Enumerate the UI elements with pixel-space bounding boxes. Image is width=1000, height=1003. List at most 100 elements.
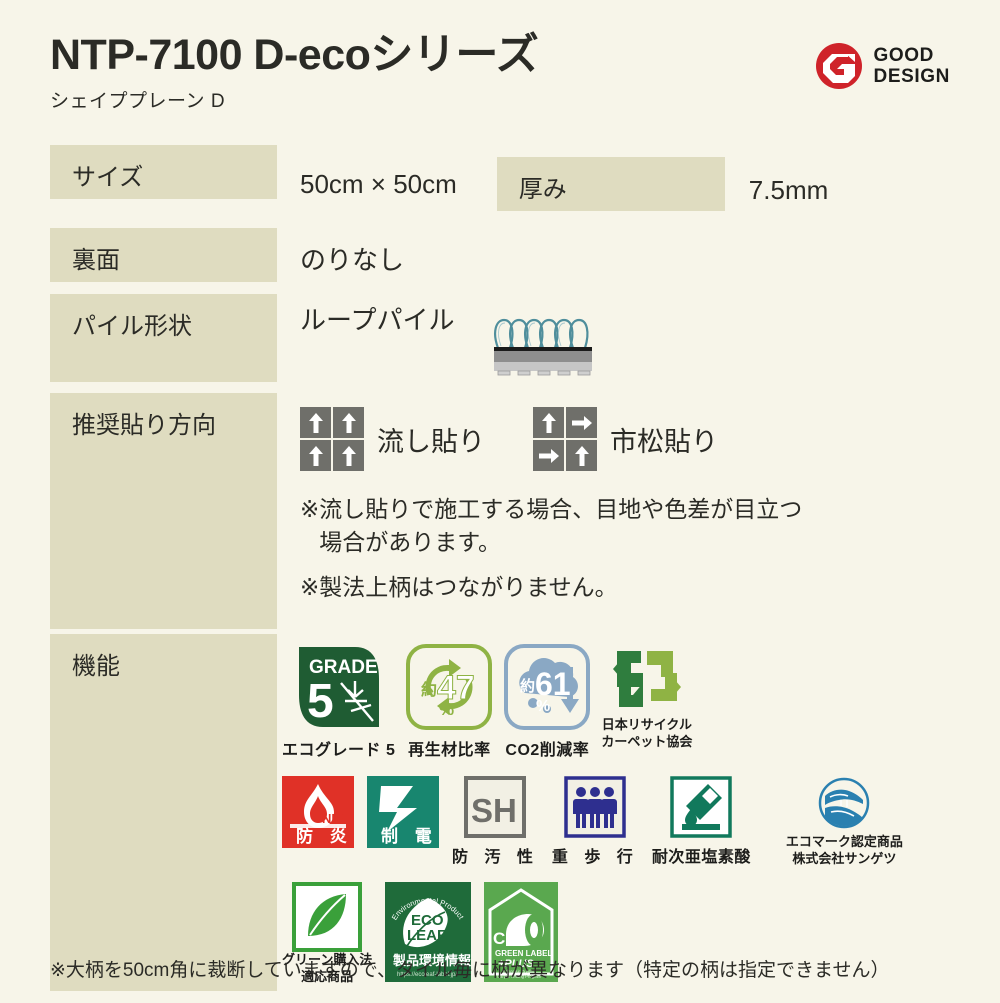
function-caption-heavy-traffic: 重 歩 行 <box>551 849 639 866</box>
arrow-up-icon <box>574 445 589 466</box>
direction-notes: ※ 流し貼りで施工する場合、目地や色差が目立つ 場合があります。 ※ 製法上柄は… <box>300 493 950 604</box>
flame-retardant-nif-icon: NIF 防 炎 <box>282 776 354 848</box>
tile-arrow-up <box>300 440 331 471</box>
spec-label-backing: 裏面 <box>50 228 277 282</box>
function-badges-row-1: GRADE 5 エコグレード 5 <box>282 643 950 760</box>
eco-mark-icon <box>819 777 870 829</box>
function-stain-resistant: SH 防 汚 性 <box>452 776 539 867</box>
function-eco-mark: エコマーク認定商品 株式会社サンゲツ <box>786 776 903 868</box>
good-design-text: GOOD DESIGN <box>874 45 950 88</box>
note-text: 流し貼りで施工する場合、目地や色差が目立つ 場合があります。 <box>319 496 803 555</box>
note-text: 製法上柄はつながりません。 <box>319 574 618 601</box>
eco-leaf-icon: Environmental Product Declaration ECO LE… <box>385 881 472 982</box>
table-row-size: サイズ 50cm × 50cm 厚み 7.5mm <box>50 145 950 223</box>
spec-value-direction: 流し貼り <box>277 393 950 629</box>
good-design-line2: DESIGN <box>873 66 950 87</box>
function-eco-grade: GRADE 5 エコグレード 5 <box>282 643 395 760</box>
green-purchasing-leaf-icon <box>292 881 363 952</box>
eco-grade-leaf-icon: GRADE 5 <box>298 647 379 728</box>
loop-pile-cross-section-icon <box>494 318 593 376</box>
spec-value-thickness: 7.5mm <box>748 174 829 205</box>
page-title: NTP-7100 D-ecoシリーズ <box>50 31 539 79</box>
spec-value-pile: ループパイル <box>300 305 455 335</box>
function-badges-row-2: NIF 防 炎 NIF 制 電 <box>282 776 950 868</box>
direction-name-ichimatsu: 市松貼り <box>610 426 718 457</box>
antistatic-caption-inner: 制 電 <box>381 826 438 846</box>
arrow-right-icon <box>571 415 592 430</box>
spec-value-size-wrap: 50cm × 50cm 厚み 7.5mm <box>277 145 950 223</box>
arrow-up-icon <box>308 412 323 433</box>
heavy-traffic-icon <box>564 776 627 838</box>
function-antistatic: NIF 制 電 <box>367 776 439 848</box>
flame-nif-mark: NIF <box>322 811 343 826</box>
direction-pattern-ichimatsu: 市松貼り <box>533 407 718 471</box>
tile-arrow-up <box>333 440 364 471</box>
table-row-direction: 推奨貼り方向 <box>50 393 950 629</box>
antistatic-nif-mark: NIF <box>407 814 428 829</box>
tile-arrow-up <box>300 407 331 438</box>
function-caption-co2-reduction: CO2削減率 <box>505 742 590 759</box>
page-header: NTP-7100 D-ecoシリーズ シェイププレーン D GOOD DESIG… <box>50 34 950 134</box>
function-caption-eco-mark: エコマーク認定商品 株式会社サンゲツ <box>785 834 903 866</box>
direction-pattern-nagashi: 流し貼り <box>300 407 485 471</box>
function-caption-stain-resistant: 防 汚 性 <box>452 849 539 866</box>
eco-leaf-jp: 製品環境情報 <box>392 953 471 969</box>
note-mark: ※ <box>300 574 320 601</box>
cri-sub2: Carpet Testing Program <box>497 974 542 979</box>
tile-grid-nagashi <box>300 407 364 471</box>
tile-arrow-up <box>333 407 364 438</box>
arrow-up-icon <box>541 412 556 433</box>
tile-arrow-up <box>566 440 597 471</box>
eco-grade-number: 5 <box>307 675 334 728</box>
sh-mark: SH <box>471 792 517 829</box>
function-heavy-traffic: 重 歩 行 <box>552 776 639 867</box>
table-row-backing: 裏面 のりなし <box>50 228 950 289</box>
function-green-purchasing: グリーン購入法 適応商品 <box>282 881 372 986</box>
function-recycled-ratio: 約 47 % 再生材比率 <box>405 643 493 760</box>
co2-number: 61 <box>535 666 571 702</box>
function-caption-recycle-association: 日本リサイクル カーペット協会 <box>601 717 693 749</box>
function-caption-hypochlorous: 耐次亜塩素酸 <box>651 849 751 866</box>
tile-arrow-right <box>566 407 597 438</box>
eco-leaf-line1: ECO <box>411 912 444 929</box>
tile-grid-ichimatsu <box>533 407 597 471</box>
function-caption-recycled-ratio: 再生材比率 <box>408 742 491 759</box>
function-co2-reduction: 約 61 % CO2削減率 <box>503 643 591 760</box>
note-item: ※ 製法上柄はつながりません。 <box>300 571 950 604</box>
spec-table: サイズ 50cm × 50cm 厚み 7.5mm 裏面 のりなし パイル形状 ル… <box>50 145 950 1003</box>
sh-stain-resistant-icon: SH <box>464 776 527 838</box>
spec-label-functions: 機能 <box>50 634 277 991</box>
flame-caption-inner: 防 炎 <box>296 826 353 846</box>
cri-line3: +PLUS <box>498 958 534 970</box>
co2-reduction-icon: 約 61 % <box>504 644 591 730</box>
function-flame-retardant: NIF 防 炎 <box>282 776 354 848</box>
note-mark: ※ <box>300 496 320 522</box>
antistatic-nif-icon: NIF 制 電 <box>367 776 439 848</box>
spec-label-thickness: 厚み <box>496 157 725 211</box>
spec-label-size: サイズ <box>50 145 277 199</box>
cri-line1: CRI <box>493 929 522 948</box>
co2-approx: 約 <box>520 677 535 695</box>
table-row-functions: 機能 GRADE 5 <box>50 634 950 998</box>
note-item: ※ 流し貼りで施工する場合、目地や色差が目立つ 場合があります。 <box>300 493 950 558</box>
spec-value-backing: のりなし <box>300 245 405 275</box>
cri-sub1: Indoor Air Quality <box>502 969 535 974</box>
eco-leaf-line2: LEAF <box>407 927 446 944</box>
spec-label-pile: パイル形状 <box>50 294 277 382</box>
cri-line2: GREEN LABEL <box>495 949 552 958</box>
spec-value-pile-wrap: ループパイル <box>277 294 950 388</box>
spec-value-size: 50cm × 50cm <box>300 168 457 199</box>
eco-leaf-url: https://ecoleaf-label.jp/ <box>397 972 457 978</box>
eco-grade-top-text: GRADE <box>309 657 378 678</box>
spec-label-direction: 推奨貼り方向 <box>50 393 277 629</box>
function-badges-row-3: グリーン購入法 適応商品 Environmental Product Decla… <box>282 881 950 986</box>
good-design-mark-icon <box>815 43 862 89</box>
recycled-material-icon: 約 47 % <box>406 644 493 730</box>
co2-percent: % <box>536 698 550 715</box>
good-design-logo: GOOD DESIGN <box>815 42 950 90</box>
arrow-right-icon <box>538 448 559 463</box>
hypochlorous-resistant-icon <box>670 776 733 838</box>
spec-value-functions: GRADE 5 エコグレード 5 <box>277 634 950 998</box>
recycled-percent: % <box>439 700 454 719</box>
